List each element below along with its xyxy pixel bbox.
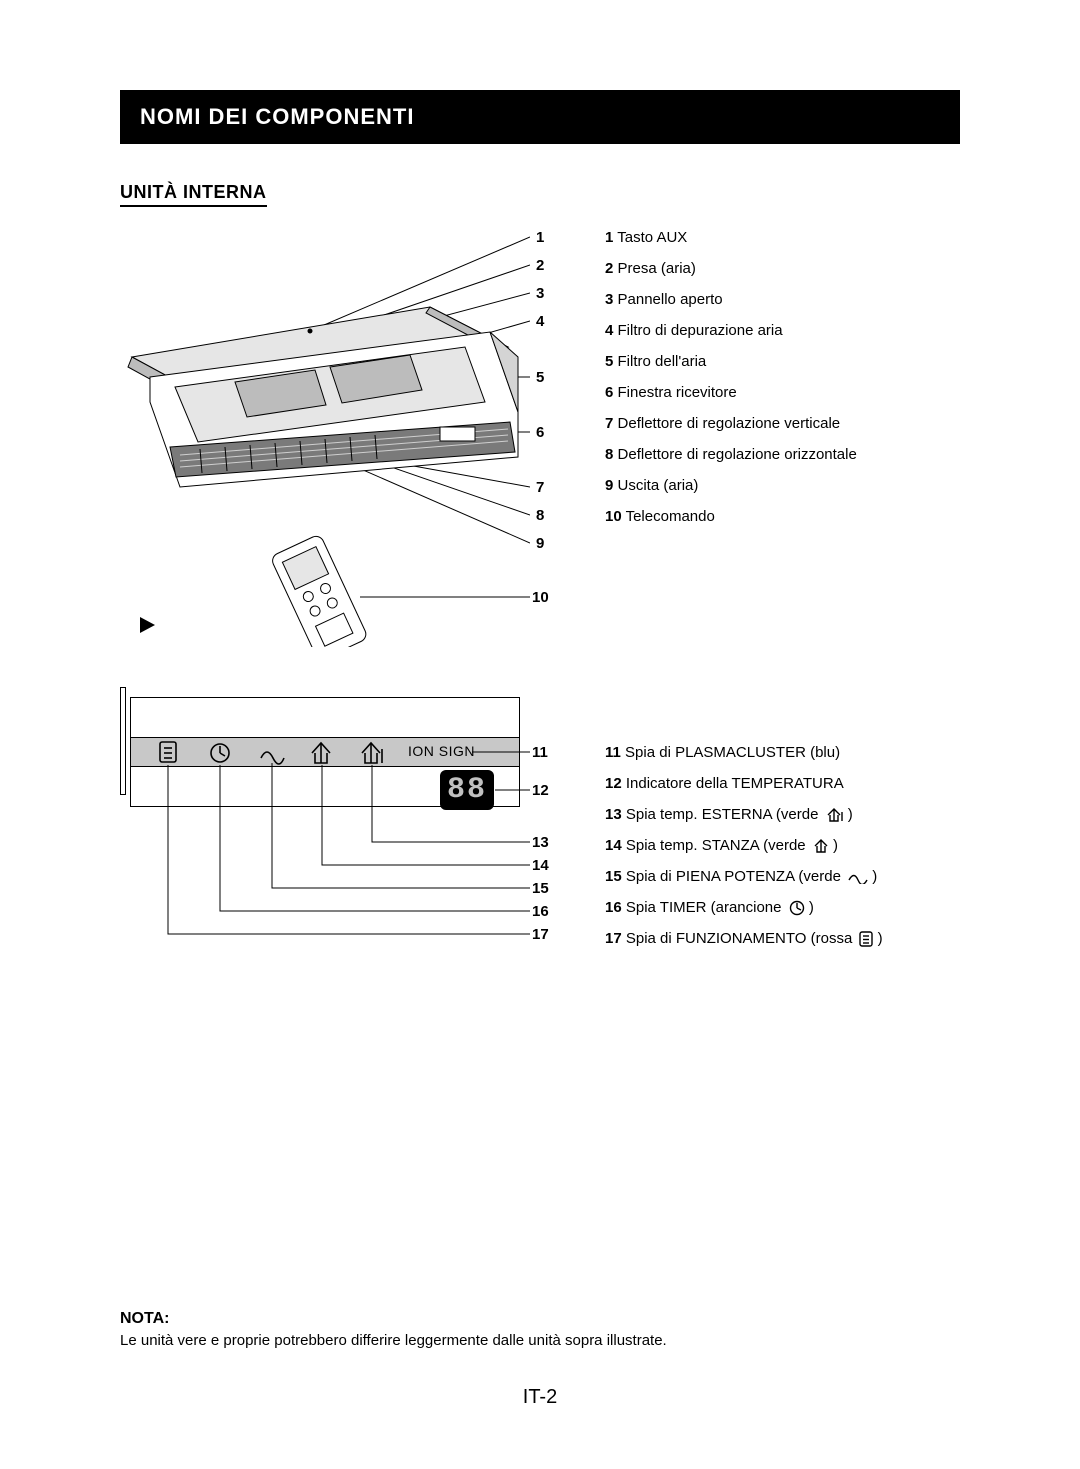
callout-5: 5 xyxy=(536,369,544,386)
callout-8: 8 xyxy=(536,507,544,524)
legend-item: 13 Spia temp. ESTERNA (verde ) xyxy=(605,804,960,825)
callout-12: 12 xyxy=(532,782,549,799)
section-header: NOMI DEI COMPONENTI xyxy=(120,90,960,144)
rectlines-icon xyxy=(859,931,873,947)
callout-7: 7 xyxy=(536,479,544,496)
subsection-header: UNITÀ INTERNA xyxy=(120,182,267,207)
legend-item: 1 Tasto AUX xyxy=(605,227,960,248)
callout-13: 13 xyxy=(532,834,549,851)
callout-14: 14 xyxy=(532,857,549,874)
legend-item: 6 Finestra ricevitore xyxy=(605,382,960,403)
callout-17: 17 xyxy=(532,926,549,943)
callout-1: 1 xyxy=(536,229,544,246)
legend-item: 12 Indicatore della TEMPERATURA xyxy=(605,773,960,794)
callout-16: 16 xyxy=(532,903,549,920)
callout-15: 15 xyxy=(532,880,549,897)
legend-item: 10 Telecomando xyxy=(605,506,960,527)
legend-item: 15 Spia di PIENA POTENZA (verde ) xyxy=(605,866,960,887)
callout-2: 2 xyxy=(536,257,544,274)
callout-6: 6 xyxy=(536,424,544,441)
legend-item: 14 Spia temp. STANZA (verde ) xyxy=(605,835,960,856)
legend-item: 17 Spia di FUNZIONAMENTO (rossa ) xyxy=(605,928,960,949)
legend-item: 3 Pannello aperto xyxy=(605,289,960,310)
clock-icon xyxy=(789,900,805,916)
callout-11: 11 xyxy=(532,744,548,761)
legend-item: 4 Filtro di depurazione aria xyxy=(605,320,960,341)
legend-item: 11 Spia di PLASMACLUSTER (blu) xyxy=(605,742,960,763)
display-panel-diagram: 88 ION SIGN xyxy=(120,687,530,967)
legend-item: 5 Filtro dell'aria xyxy=(605,351,960,372)
note-text: Le unità vere e proprie potrebbero diffe… xyxy=(120,1332,960,1349)
house-int-icon xyxy=(813,838,829,854)
wave-icon xyxy=(848,870,868,884)
callout-10: 10 xyxy=(532,589,549,606)
legend-item: 9 Uscita (aria) xyxy=(605,475,960,496)
indoor-unit-diagram: 1 2 3 4 5 6 7 8 9 10 xyxy=(120,227,530,647)
legend-item: 8 Deflettore di regolazione orizzontale xyxy=(605,444,960,465)
page-number: IT-2 xyxy=(0,1386,1080,1409)
callout-4: 4 xyxy=(536,313,544,330)
legend-item: 16 Spia TIMER (arancione ) xyxy=(605,897,960,918)
legend-item: 2 Presa (aria) xyxy=(605,258,960,279)
house-ext-icon xyxy=(826,807,844,823)
legend-item: 7 Deflettore di regolazione verticale xyxy=(605,413,960,434)
callout-9: 9 xyxy=(536,535,544,552)
callout-3: 3 xyxy=(536,285,544,302)
note-title: NOTA: xyxy=(120,1310,960,1328)
